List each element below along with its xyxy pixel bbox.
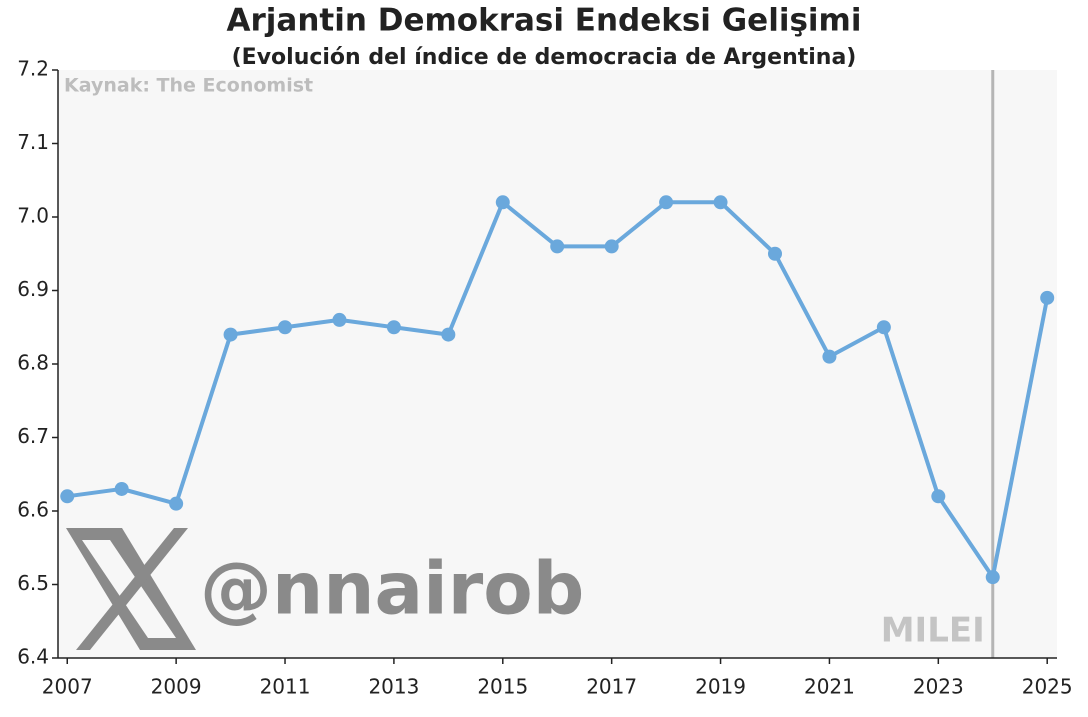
data-point [386, 320, 401, 335]
y-tick-label: 6.4 [17, 645, 49, 669]
x-tick-label: 2011 [260, 675, 311, 699]
data-point [223, 327, 238, 342]
y-tick-label: 6.7 [17, 424, 49, 448]
data-point [876, 320, 891, 335]
y-tick-label: 7.0 [17, 204, 49, 228]
data-point [169, 496, 184, 511]
plot-area [58, 70, 1057, 658]
x-tick-label: 2025 [1022, 675, 1073, 699]
data-point [60, 489, 75, 504]
data-point [604, 239, 619, 254]
marker-label: MILEI [881, 611, 985, 651]
source-note: Kaynak: The Economist [64, 75, 313, 97]
y-tick-label: 6.5 [17, 571, 49, 595]
data-point [441, 327, 456, 342]
y-tick-label: 7.1 [17, 130, 49, 154]
x-tick-label: 2023 [913, 675, 964, 699]
x-tick-label: 2021 [804, 675, 855, 699]
x-tick-label: 2015 [477, 675, 528, 699]
y-tick-label: 6.6 [17, 498, 49, 522]
chart-title: Arjantin Demokrasi Endeksi Gelişimi [227, 3, 862, 39]
x-logo [66, 528, 196, 650]
watermark: @nnairob [200, 547, 584, 631]
data-point [278, 320, 293, 335]
x-tick-label: 2017 [586, 675, 637, 699]
data-point [822, 349, 837, 364]
data-point [550, 239, 565, 254]
x-tick-label: 2013 [368, 675, 419, 699]
y-tick-label: 7.2 [17, 57, 49, 81]
y-tick-label: 6.9 [17, 277, 49, 301]
x-tick-label: 2009 [151, 675, 202, 699]
data-point [985, 570, 1000, 585]
data-point [1040, 290, 1055, 305]
x-tick-label: 2007 [42, 675, 93, 699]
data-point [931, 489, 946, 504]
data-point [713, 195, 728, 210]
logo-stroke [76, 528, 188, 650]
data-point [495, 195, 510, 210]
y-tick-label: 6.8 [17, 351, 49, 375]
data-point [767, 246, 782, 261]
x-tick-label: 2019 [695, 675, 746, 699]
chart-subtitle: (Evolución del índice de democracia de A… [232, 45, 857, 70]
data-point [332, 312, 347, 327]
data-point [659, 195, 674, 210]
data-point [114, 481, 129, 496]
